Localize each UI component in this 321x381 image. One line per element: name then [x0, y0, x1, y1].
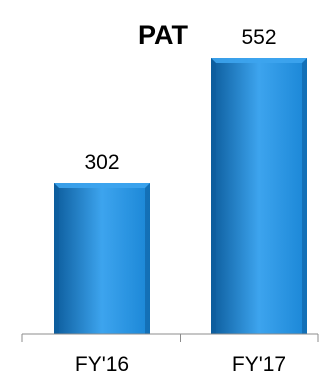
data-label: 302 — [84, 151, 119, 174]
x-tick-label: FY'17 — [232, 353, 286, 376]
bar-fy17 — [211, 58, 307, 334]
bar-bevel-left — [211, 58, 216, 334]
bar-bevel-top — [211, 58, 307, 63]
bar-bevel-right — [302, 58, 307, 334]
bar-bevel-left — [54, 183, 59, 334]
chart-title: PAT — [138, 20, 188, 50]
bar-fy16 — [54, 183, 150, 334]
bar-bevel-top — [54, 183, 150, 188]
bar-group: 302 552 — [54, 26, 307, 334]
bar-bevel-right — [145, 183, 150, 334]
data-label: 552 — [241, 26, 276, 49]
x-tick-label: FY'16 — [75, 353, 129, 376]
x-axis: FY'16 FY'17 — [21, 333, 319, 376]
